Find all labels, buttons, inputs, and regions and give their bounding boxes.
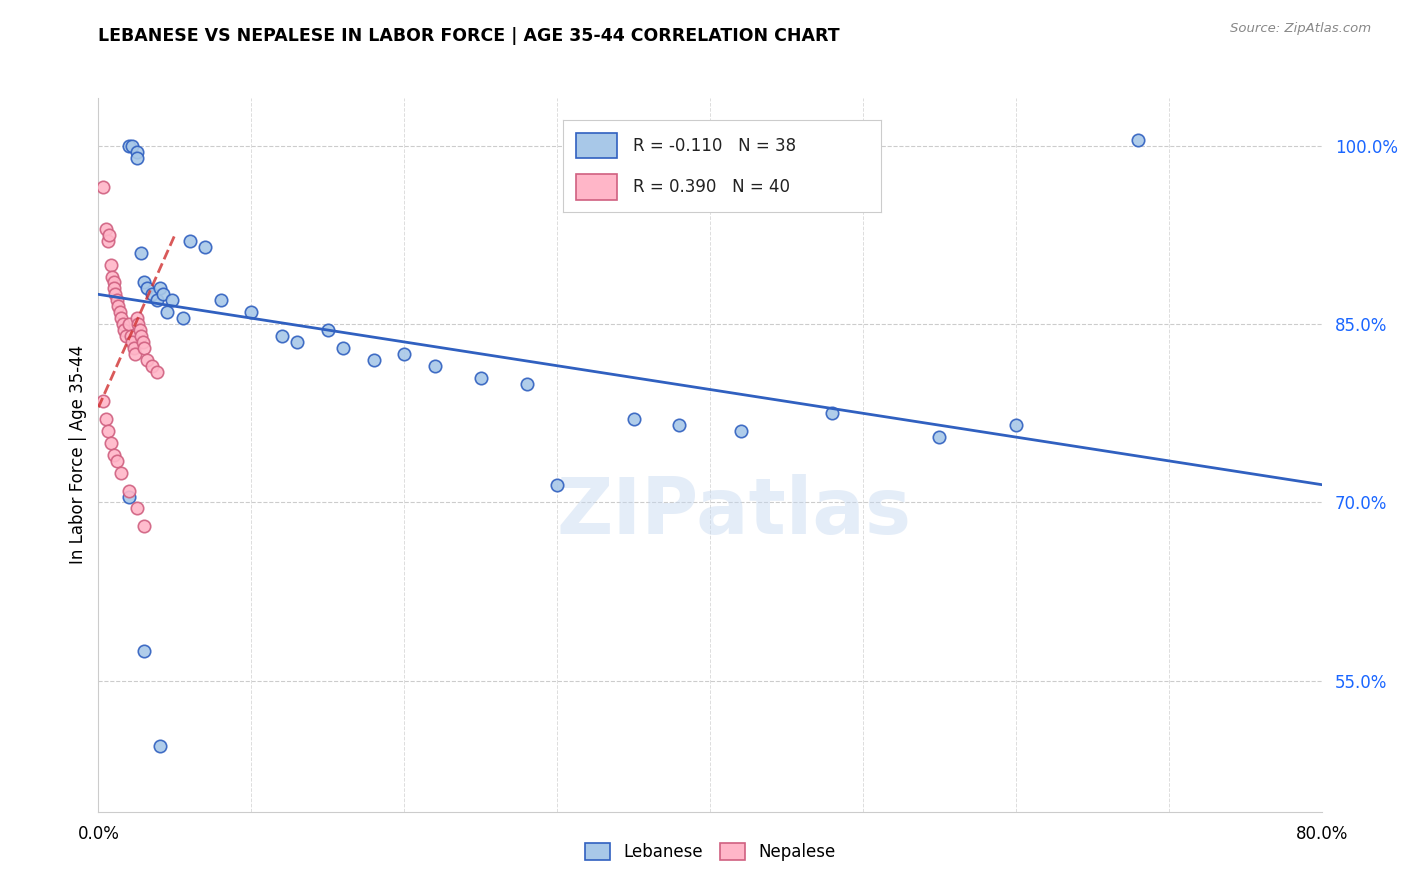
Point — [141, 359, 163, 373]
Point — [125, 311, 148, 326]
Point — [240, 305, 263, 319]
Point — [107, 299, 129, 313]
Point — [928, 430, 950, 444]
Point — [156, 305, 179, 319]
Point — [112, 323, 135, 337]
Point — [332, 341, 354, 355]
Point — [1128, 133, 1150, 147]
Point — [546, 477, 568, 491]
Point — [94, 412, 117, 426]
Point — [98, 227, 121, 242]
Point — [363, 352, 385, 367]
Point — [111, 317, 134, 331]
Point — [124, 347, 146, 361]
Point — [516, 376, 538, 391]
Point — [121, 334, 143, 349]
Point — [423, 359, 446, 373]
Point — [120, 329, 142, 343]
Point — [821, 406, 844, 420]
Point — [97, 424, 120, 438]
Point — [149, 739, 172, 754]
Point — [209, 293, 232, 308]
Point — [100, 258, 122, 272]
Point — [179, 234, 201, 248]
Text: Source: ZipAtlas.com: Source: ZipAtlas.com — [1230, 22, 1371, 36]
Point — [125, 151, 148, 165]
Point — [104, 287, 127, 301]
Point — [270, 329, 294, 343]
Point — [110, 466, 132, 480]
Point — [145, 293, 167, 308]
Point — [129, 329, 152, 343]
Point — [118, 483, 141, 498]
Point — [316, 323, 339, 337]
Point — [1004, 418, 1026, 433]
Point — [118, 138, 141, 153]
Point — [127, 317, 149, 331]
Point — [105, 293, 128, 308]
Point — [125, 145, 148, 159]
Point — [145, 365, 167, 379]
Point — [194, 240, 217, 254]
Point — [105, 454, 128, 468]
Point — [108, 305, 131, 319]
Point — [128, 323, 150, 337]
Point — [103, 276, 125, 290]
Point — [392, 347, 416, 361]
Point — [129, 245, 152, 260]
Point — [103, 281, 125, 295]
Point — [110, 311, 132, 326]
Point — [91, 180, 114, 194]
Point — [141, 287, 163, 301]
Point — [121, 138, 143, 153]
Point — [134, 519, 156, 533]
Point — [152, 287, 174, 301]
Point — [623, 412, 645, 426]
Point — [118, 317, 141, 331]
Point — [100, 436, 122, 450]
Point — [125, 501, 148, 516]
Point — [122, 341, 145, 355]
Point — [132, 334, 155, 349]
Point — [136, 281, 159, 295]
Point — [101, 269, 124, 284]
Point — [136, 352, 159, 367]
Point — [91, 394, 114, 409]
Point — [118, 490, 141, 504]
Point — [94, 222, 117, 236]
Point — [134, 341, 156, 355]
Text: LEBANESE VS NEPALESE IN LABOR FORCE | AGE 35-44 CORRELATION CHART: LEBANESE VS NEPALESE IN LABOR FORCE | AG… — [98, 27, 839, 45]
Point — [134, 644, 156, 658]
Point — [149, 281, 172, 295]
Point — [470, 370, 492, 384]
Point — [730, 424, 752, 438]
Legend: Lebanese, Nepalese: Lebanese, Nepalese — [578, 836, 842, 868]
Point — [97, 234, 120, 248]
Point — [103, 448, 125, 462]
Point — [285, 334, 308, 349]
Point — [160, 293, 183, 308]
Point — [115, 329, 138, 343]
Point — [668, 418, 690, 433]
Text: ZIPatlas: ZIPatlas — [557, 474, 912, 550]
Point — [134, 276, 156, 290]
Y-axis label: In Labor Force | Age 35-44: In Labor Force | Age 35-44 — [69, 345, 87, 565]
Point — [172, 311, 194, 326]
